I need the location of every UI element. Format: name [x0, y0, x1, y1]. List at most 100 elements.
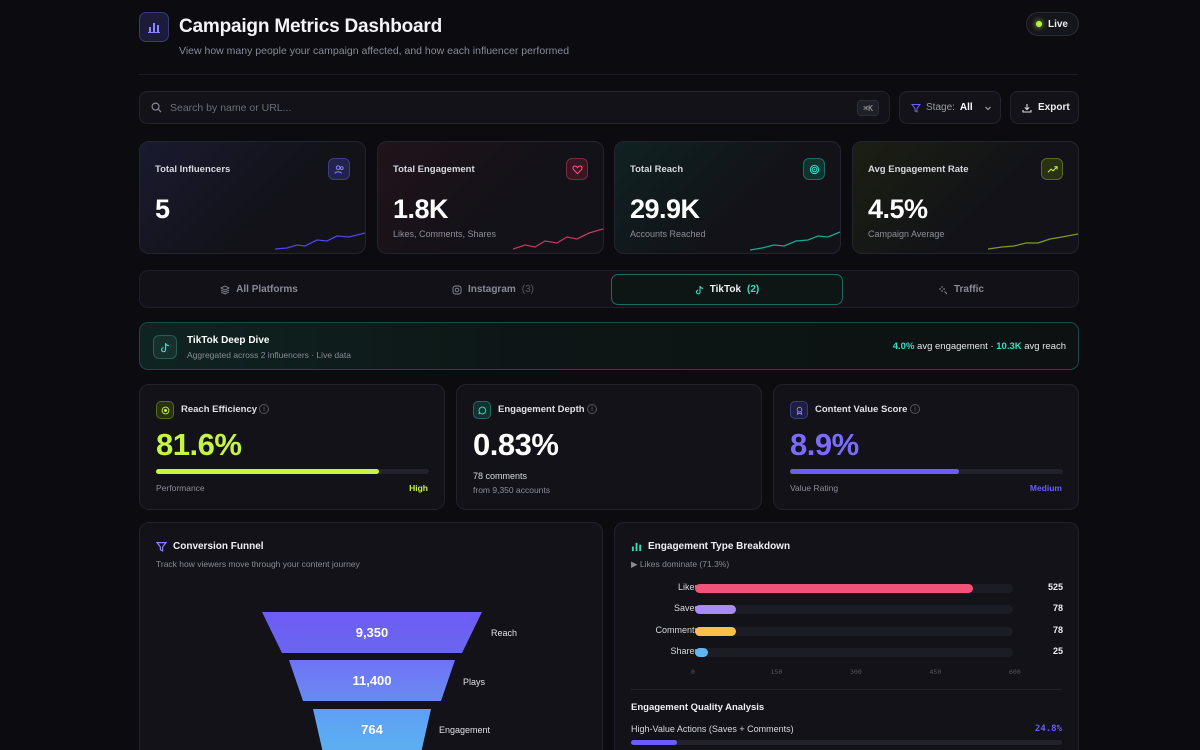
divider [631, 689, 1062, 690]
download-icon [1022, 103, 1032, 113]
chat-icon [473, 401, 491, 419]
metric-caption: Value Rating [790, 483, 839, 493]
stat-sub: Campaign Average [868, 229, 945, 239]
funnel-title-text: Conversion Funnel [173, 541, 264, 552]
stage-filter-dropdown[interactable]: Stage: All [899, 91, 1001, 124]
sparkline [988, 233, 1078, 250]
filter-icon [911, 103, 921, 113]
tab-instagram[interactable]: Instagram (3) [377, 274, 609, 305]
export-button[interactable]: Export [1010, 91, 1079, 124]
tab-label: TikTok [709, 284, 742, 295]
reach-efficiency-card: Reach Efficiency i 81.6% Performance Hig… [139, 384, 445, 510]
progress-track [790, 469, 1063, 474]
export-label: Export [1038, 102, 1070, 113]
breakdown-title-text: Engagement Type Breakdown [648, 541, 791, 552]
tab-traffic[interactable]: Traffic [845, 274, 1077, 305]
stat-card-total-influencers: Total Influencers 5 [139, 141, 366, 254]
breakdown-row-likes[interactable]: Likes 525 [615, 581, 1078, 595]
row-value: 78 [1052, 603, 1063, 613]
shortcut-hint: ⌘K [857, 100, 879, 116]
funnel-stage-engagement[interactable] [313, 709, 431, 750]
chart-logo-icon [139, 12, 169, 42]
breakdown-row-saves[interactable]: Saves 78 [615, 602, 1078, 616]
progress-track [156, 469, 429, 474]
target-icon [803, 158, 825, 180]
quality-title: Engagement Quality Analysis [631, 702, 765, 713]
breakdown-title: Engagement Type Breakdown [631, 541, 790, 552]
stage-label: Stage: [926, 102, 955, 113]
stat-label: Total Reach [630, 164, 684, 175]
avg-reach-value: 10.3K [996, 341, 1022, 352]
info-icon[interactable]: i [587, 404, 597, 414]
search-box: ⌘K [139, 91, 890, 124]
metric-label: Reach Efficiency [181, 404, 258, 415]
metric-rating: Medium [1029, 483, 1062, 493]
chevron-down-icon [984, 106, 991, 110]
heart-icon [566, 158, 588, 180]
content-value-score-card: Content Value Score i 8.9% Value Rating … [773, 384, 1079, 510]
quality-label: High-Value Actions (Saves + Comments) [631, 724, 794, 734]
funnel-subtitle: Track how viewers move through your cont… [156, 559, 360, 569]
bar-track [695, 627, 1013, 636]
funnel-stage-reach[interactable] [262, 612, 482, 653]
sparkle-icon [938, 285, 948, 294]
tab-tiktok[interactable]: TikTok (2) [611, 274, 843, 305]
engagement-depth-card: Engagement Depth i 0.83% 78 comments fro… [456, 384, 762, 510]
row-value: 525 [1047, 582, 1063, 592]
info-icon[interactable]: i [910, 404, 920, 414]
live-status-badge[interactable]: Live [1025, 12, 1079, 36]
live-dot-icon [1035, 21, 1042, 27]
tiktok-deep-dive-banner: TikTok Deep Dive Aggregated across 2 inf… [139, 322, 1079, 370]
funnel-label-plays: Plays [463, 677, 486, 687]
row-value: 78 [1052, 625, 1063, 635]
comments-count: 78 comments [473, 471, 528, 481]
axis-tick: 600 [1009, 668, 1021, 676]
deep-dive-subtitle: Aggregated across 2 influencers · Live d… [187, 350, 351, 360]
tab-label: All Platforms [236, 284, 298, 295]
search-input[interactable] [170, 101, 830, 114]
filter-icon [156, 542, 167, 552]
tab-all-platforms[interactable]: All Platforms [143, 274, 375, 305]
axis-ticks: 0 150 300 450 600 [615, 668, 1078, 678]
bar-shares [695, 648, 709, 657]
row-label: Saves [673, 603, 699, 613]
metric-value: 8.9% [790, 427, 859, 462]
progress-fill [156, 469, 379, 474]
layers-icon [220, 284, 231, 295]
row-value: 25 [1052, 646, 1063, 656]
funnel-value-reach: 9,350 [355, 624, 389, 640]
breakdown-row-comments[interactable]: Comments 78 [615, 624, 1078, 638]
breakdown-subtitle: ▶ Likes dominate (71.3%) [631, 559, 730, 569]
row-label: Comments [655, 625, 699, 635]
metric-rating: High [409, 483, 428, 493]
tiktok-icon [695, 285, 703, 294]
metric-label: Engagement Depth [498, 404, 585, 415]
stat-card-avg-engagement-rate: Avg Engagement Rate 4.5% Campaign Averag… [852, 141, 1079, 254]
metric-label: Content Value Score [815, 404, 908, 415]
dashboard: Campaign Metrics Dashboard View how many… [139, 0, 1079, 750]
avg-reach-text: avg reach [1021, 341, 1066, 352]
breakdown-row-shares[interactable]: Shares 25 [615, 645, 1078, 659]
stat-value: 29.9K [630, 194, 700, 224]
toolbar: ⌘K Stage: All Export [139, 91, 1079, 124]
avg-engagement-value: 4.0% [892, 341, 915, 352]
funnel-value-plays: 11,400 [352, 673, 392, 688]
accounts-count: from 9,350 accounts [473, 485, 551, 495]
platform-tabs: All Platforms Instagram (3) TikTok (2) T… [139, 270, 1079, 308]
stat-value: 5 [155, 194, 170, 224]
progress-fill [790, 469, 960, 474]
quality-fill [631, 740, 677, 745]
tab-count: (3) [521, 284, 535, 295]
row-label: Likes [677, 582, 699, 592]
funnel-value-engagement: 764 [361, 721, 383, 737]
quality-track [631, 740, 1062, 745]
info-icon[interactable]: i [259, 404, 269, 414]
bar-track [695, 648, 1013, 657]
funnel-stage-plays[interactable] [289, 660, 455, 701]
bar-track [695, 584, 1013, 593]
sparkline [750, 231, 840, 251]
axis-tick: 300 [850, 668, 862, 676]
live-label: Live [1047, 18, 1068, 30]
metric-value: 81.6% [156, 427, 242, 462]
tab-label: Instagram [467, 284, 516, 295]
